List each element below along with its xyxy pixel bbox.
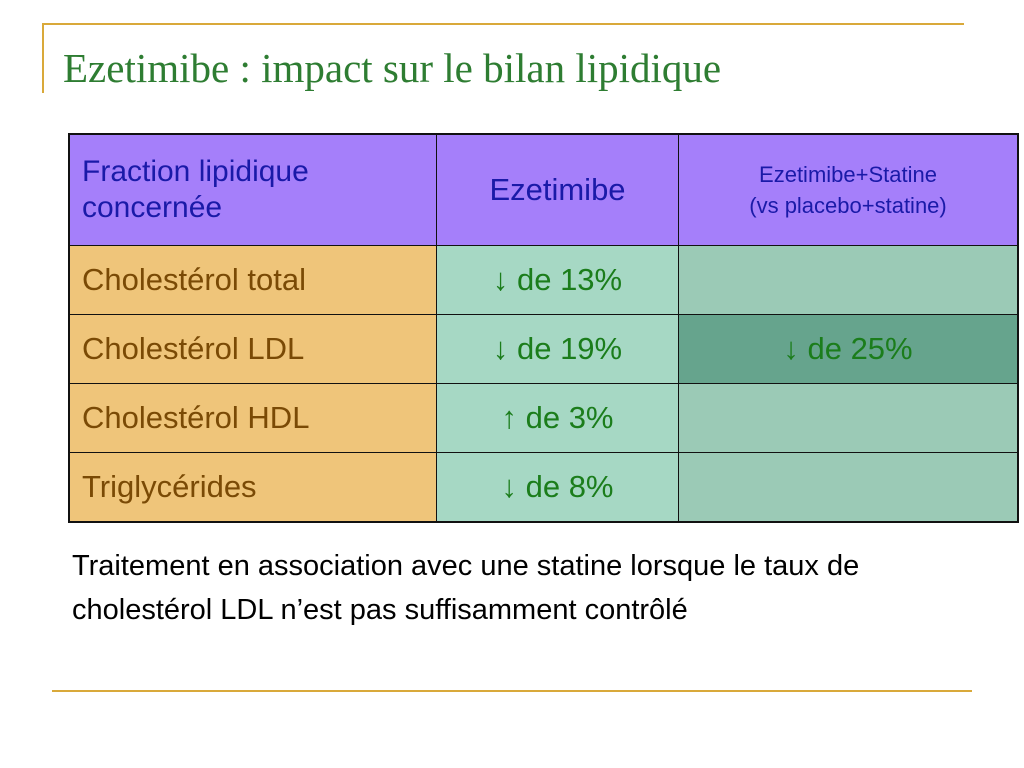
header-combo-cell: Ezetimibe+Statine (vs placebo+statine) bbox=[678, 133, 1019, 246]
caption-text: Traitement en association avec une stati… bbox=[72, 550, 860, 626]
combo-value-highlighted: ↓ de 25% bbox=[678, 314, 1019, 384]
combo-value bbox=[678, 245, 1019, 315]
table-header-row: Fraction lipidique concernée Ezetimibe E… bbox=[68, 133, 1019, 246]
header-combo-line1: Ezetimibe+Statine bbox=[759, 162, 937, 187]
row-label: Triglycérides bbox=[68, 452, 437, 523]
ezetimibe-value: ↓ de 8% bbox=[436, 452, 679, 523]
table-row: Triglycérides ↓ de 8% bbox=[68, 452, 1019, 523]
bottom-divider bbox=[52, 690, 972, 692]
combo-value bbox=[678, 452, 1019, 523]
ezetimibe-value: ↓ de 19% bbox=[436, 314, 679, 384]
table-row: Cholestérol total ↓ de 13% bbox=[68, 245, 1019, 315]
table-row: Cholestérol HDL ↑ de 3% bbox=[68, 383, 1019, 453]
ezetimibe-value: ↑ de 3% bbox=[436, 383, 679, 453]
table-row: Cholestérol LDL ↓ de 19% ↓ de 25% bbox=[68, 314, 1019, 384]
combo-value bbox=[678, 383, 1019, 453]
row-label: Cholestérol total bbox=[68, 245, 437, 315]
header-fraction-cell: Fraction lipidique concernée bbox=[68, 133, 437, 246]
row-label: Cholestérol LDL bbox=[68, 314, 437, 384]
header-ezetimibe-cell: Ezetimibe bbox=[436, 133, 679, 246]
ezetimibe-value: ↓ de 13% bbox=[436, 245, 679, 315]
top-divider bbox=[42, 23, 964, 25]
page-title: Ezetimibe : impact sur le bilan lipidiqu… bbox=[63, 45, 722, 91]
header-combo-line2: (vs placebo+statine) bbox=[749, 193, 947, 218]
lipid-impact-table: Fraction lipidique concernée Ezetimibe E… bbox=[68, 133, 1019, 523]
left-divider bbox=[42, 23, 44, 93]
row-label: Cholestérol HDL bbox=[68, 383, 437, 453]
